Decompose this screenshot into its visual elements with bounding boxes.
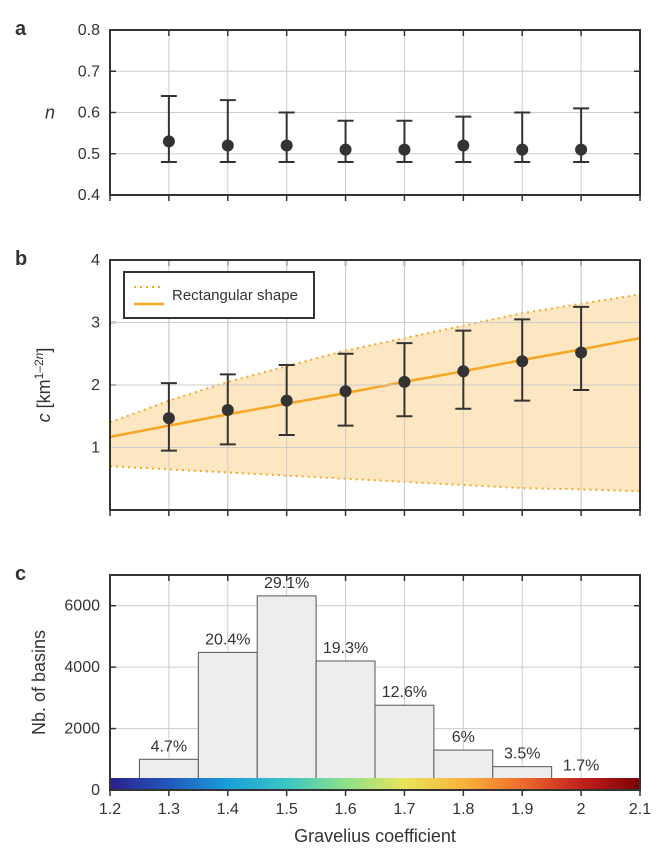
histogram-bar — [316, 661, 375, 790]
bar-pct-label: 20.4% — [205, 631, 250, 648]
x-tick-label: 1.8 — [452, 801, 474, 818]
x-tick-label: 1.5 — [276, 801, 298, 818]
y-tick-label: 0.6 — [78, 105, 100, 122]
data-point — [340, 385, 352, 397]
x-tick-label: 2 — [577, 801, 586, 818]
figure-container: { "layout": { "width": 659, "height": 86… — [0, 0, 659, 864]
data-point — [575, 347, 587, 359]
y-tick-label: 2000 — [64, 721, 100, 738]
y-tick-label: 0 — [91, 782, 100, 799]
x-tick-label: 1.7 — [393, 801, 415, 818]
y-tick-label: 3 — [91, 315, 100, 332]
panel-label: b — [15, 248, 27, 270]
data-point — [281, 395, 293, 407]
histogram-bar — [257, 596, 316, 790]
y-tick-label: 2 — [91, 377, 100, 394]
y-axis-label-c: Nb. of basins — [29, 630, 49, 735]
y-tick-label: 0.7 — [78, 63, 100, 80]
panel-label: a — [15, 18, 27, 40]
data-point — [340, 144, 352, 156]
data-point — [222, 140, 234, 152]
x-tick-label: 1.2 — [99, 801, 121, 818]
x-tick-label: 1.4 — [217, 801, 239, 818]
figure-svg: 0.4 0.5 0.6 0.7 0.8 a n 1 2 3 4 b c [km1–2n] Rectangu… — [0, 0, 659, 864]
y-axis-label-a: n — [45, 103, 55, 123]
y-tick-label: 0.5 — [78, 146, 100, 163]
data-point — [222, 404, 234, 416]
data-point — [457, 365, 469, 377]
data-point — [163, 135, 175, 147]
colorbar — [110, 778, 640, 790]
y-tick-label: 4 — [91, 252, 100, 269]
data-point — [457, 140, 469, 152]
y-axis-label-b: c [km1–2n] — [32, 348, 54, 423]
x-tick-label: 1.9 — [511, 801, 533, 818]
x-axis-label: Gravelius coefficient — [294, 826, 456, 846]
data-point — [398, 376, 410, 388]
data-point — [163, 412, 175, 424]
histogram-bar — [375, 705, 434, 790]
data-point — [575, 144, 587, 156]
histogram-bar — [198, 652, 257, 790]
bar-pct-label: 6% — [452, 729, 475, 746]
data-point — [398, 144, 410, 156]
bar-pct-label: 29.1% — [264, 575, 309, 592]
bar-pct-label: 1.7% — [563, 758, 599, 775]
y-tick-label: 0.8 — [78, 22, 100, 39]
legend-label: Rectangular shape — [172, 287, 298, 304]
y-tick-label: 1 — [91, 440, 100, 457]
x-tick-label: 2.1 — [629, 801, 651, 818]
y-tick-label: 6000 — [64, 598, 100, 615]
data-point — [516, 355, 528, 367]
x-tick-label: 1.3 — [158, 801, 180, 818]
data-point — [281, 140, 293, 152]
uncertainty-band — [110, 294, 640, 491]
data-point — [516, 144, 528, 156]
bar-pct-label: 3.5% — [504, 746, 540, 763]
y-tick-label: 4000 — [64, 659, 100, 676]
panel-label: c — [15, 563, 26, 585]
y-tick-label: 0.4 — [78, 187, 100, 204]
bar-pct-label: 12.6% — [382, 684, 427, 701]
bar-pct-label: 4.7% — [151, 738, 187, 755]
x-tick-label: 1.6 — [334, 801, 356, 818]
bar-pct-label: 19.3% — [323, 640, 368, 657]
